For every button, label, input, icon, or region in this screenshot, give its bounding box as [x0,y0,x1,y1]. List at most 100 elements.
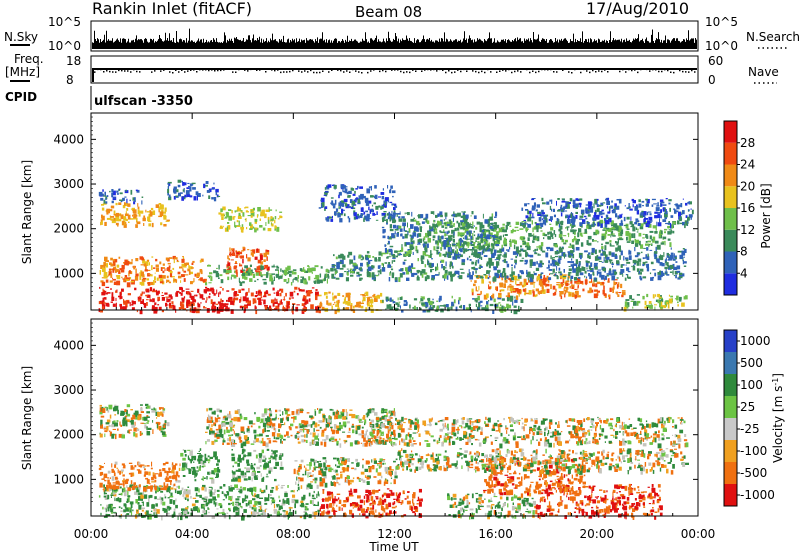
radar-cell [365,494,369,496]
radar-cell [577,232,580,238]
radar-cell [279,275,283,279]
radar-cell [106,494,110,500]
radar-cell [141,196,144,198]
radar-cell [569,496,574,501]
radar-cell [382,512,384,516]
radar-cell [399,296,403,300]
radar-cell [552,208,555,212]
radar-cell [125,219,128,222]
radar-cell [549,231,552,235]
radar-cell [584,515,586,518]
radar-cell [532,227,534,233]
radar-cell [440,247,443,250]
radar-cell [657,484,661,488]
radar-cell [587,222,590,226]
radar-cell [608,272,612,276]
radar-cell [640,244,644,249]
radar-cell [368,186,371,189]
radar-cell [148,273,152,275]
radar-cell [529,213,532,217]
radar-cell [507,249,510,252]
radar-cell [112,492,116,495]
radar-cell [613,279,615,284]
radar-cell [149,211,153,217]
radar-cell [501,298,505,301]
radar-cell [509,278,512,281]
radar-cell [549,223,552,225]
radar-cell [387,216,390,220]
radar-cell [151,265,153,271]
radar-cell [587,201,592,207]
radar-cell [443,246,446,250]
radar-cell [499,282,504,288]
radar-cell [239,305,243,309]
radar-cell [113,281,117,285]
radar-cell [506,275,509,279]
radar-cell [629,221,633,225]
radar-cell [326,300,329,305]
radar-cell [586,263,589,266]
radar-cell [483,248,486,251]
radar-cell [514,299,518,303]
radar-cell [603,500,607,503]
radar-cell [288,297,291,300]
radar-cell [247,501,250,506]
radar-cell [491,228,495,231]
radar-cell [563,288,565,292]
radar-cell [197,303,201,308]
radar-cell [122,197,125,201]
radar-cell [463,496,465,500]
radar-cell [288,507,293,509]
radar-cell [275,274,280,278]
radar-cell [597,513,600,518]
radar-cell [258,508,263,512]
radar-cell [205,286,208,289]
radar-cell [492,236,495,242]
radar-cell [484,220,487,223]
radar-cell [412,232,417,237]
radar-cell [104,256,108,262]
radar-cell [222,225,224,228]
radar-cell [593,240,597,242]
radar-cell [649,235,652,240]
radar-cell [655,207,660,212]
colorbar-tick-label: 8 [740,245,748,259]
radar-cell [550,273,554,275]
radar-cell [211,187,215,190]
radar-cell [662,236,667,240]
radar-cell [366,263,370,268]
radar-cell [381,252,386,255]
radar-cell [413,217,415,219]
radar-cell [465,249,469,252]
radar-cell [121,288,124,292]
radar-cell [163,214,166,218]
radar-cell [604,218,607,222]
radar-cell [585,217,588,220]
radar-cell [669,271,673,273]
radar-cell [105,286,110,288]
radar-cell [650,512,653,516]
radar-cell [365,500,369,503]
radar-cell [586,222,590,224]
radar-cell [158,306,162,310]
radar-cell [442,275,445,279]
radar-cell [206,296,208,301]
radar-cell [155,264,159,268]
radar-cell [124,213,129,217]
radar-cell [667,259,670,261]
radar-cell [647,240,652,243]
radar-cell [208,486,213,488]
radar-cell [414,233,416,237]
radar-cell [283,500,286,504]
radar-cell [558,283,562,289]
radar-cell [550,488,553,491]
radar-cell [163,508,168,513]
radar-cell [586,209,590,214]
radar-cell [452,233,455,239]
radar-cell [141,200,143,205]
radar-cell [169,272,173,278]
radar-cell [501,244,503,249]
radar-cell [510,230,514,234]
freq-tick-high: 18 [66,54,81,68]
radar-cell [234,210,239,212]
